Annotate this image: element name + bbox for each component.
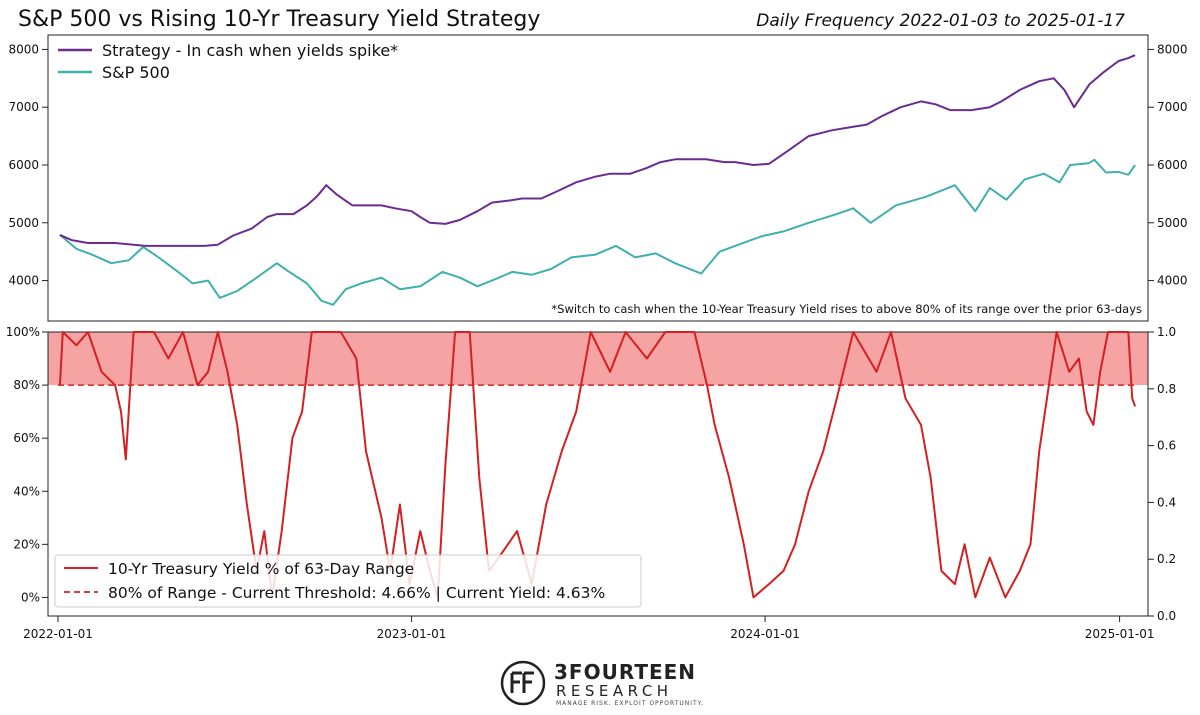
series-line-spx [59,158,1136,306]
footnote: *Switch to cash when the 10-Year Treasur… [551,302,1142,316]
series-line-strategy [59,54,1136,247]
bottom-y-tick-label-left: 0% [21,590,40,604]
legend-label-threshold: 80% of Range - Current Threshold: 4.66% … [108,584,605,602]
logo-name: 3FOURTEEN [554,660,697,684]
top-y-tick-label-right: 8000 [1157,42,1188,56]
bottom-panel-frame [47,331,1149,617]
legend-label-yield: 10-Yr Treasury Yield % of 63-Day Range [108,560,414,578]
top-y-tick-label-right: 7000 [1157,100,1188,114]
bottom-y-ticks: 0% 20% 40% 60% 80% 100% 0.0 0.2 0.4 0.6 0.8 1.0 [6,325,1176,623]
bottom-y-tick-label-left: 20% [13,537,40,551]
bottom-y-tick-label-left: 60% [13,431,40,445]
bottom-y-tick-label-right: 0.0 [1157,609,1176,623]
top-y-tick-label-right: 6000 [1157,158,1188,172]
logo-tagline: MANAGE RISK. EXPLOIT OPPORTUNITY. [556,700,705,707]
logo-mark-icon [500,660,546,706]
bottom-y-tick-label-right: 0.4 [1157,495,1176,509]
top-y-tick-label-left: 7000 [8,100,39,114]
bottom-legend: 10-Yr Treasury Yield % of 63-Day Range 8… [54,554,642,608]
top-y-tick-label-left: 6000 [8,158,39,172]
bottom-y-tick-label-right: 0.8 [1157,382,1176,396]
top-y-tick-label-right: 5000 [1157,216,1188,230]
chart-title: S&P 500 vs Rising 10-Yr Treasury Yield S… [18,7,540,32]
bottom-y-tick-label-left: 80% [13,378,40,392]
legend-label-spx: S&P 500 [102,63,170,82]
series-line-yield [58,331,1137,599]
bottom-y-tick-label-right: 0.6 [1157,439,1176,453]
top-series-lines [59,54,1136,306]
top-y-tick-label-left: 5000 [8,216,39,230]
x-tick-label: 2024-01-01 [730,627,800,641]
top-y-tick-label-right: 4000 [1157,274,1188,288]
top-y-tick-label-left: 4000 [8,274,39,288]
x-tick-label: 2025-01-01 [1085,627,1155,641]
top-y-ticks: 4000 4000 5000 5000 6000 6000 7000 7000 8000 8000 [8,42,1187,287]
bottom-series-lines [58,331,1138,599]
x-axis-ticks: 2022-01-01 2023-01-01 2024-01-01 2025-01-01 [23,616,1154,641]
logo-sub: RESEARCH [556,682,673,700]
top-legend: Strategy - In cash when yields spike* S&… [58,41,398,82]
top-panel-frame [47,34,1149,322]
top-y-tick-label-left: 8000 [8,42,39,56]
chart-subtitle: Daily Frequency 2022-01-03 to 2025-01-17 [756,11,1125,31]
x-tick-label: 2022-01-01 [23,627,93,641]
bottom-y-tick-label-right: 0.2 [1157,552,1176,566]
bottom-y-tick-label-right: 1.0 [1157,325,1176,339]
bottom-legend-box [54,554,642,608]
x-tick-label: 2023-01-01 [377,627,447,641]
brand-logo: 3FOURTEEN RESEARCH MANAGE RISK. EXPLOIT … [500,660,703,708]
bottom-y-tick-label-left: 40% [13,484,40,498]
bottom-y-tick-label-left: 100% [6,325,40,339]
legend-label-strategy: Strategy - In cash when yields spike* [102,41,398,60]
bottom-panel-band [48,332,1148,386]
